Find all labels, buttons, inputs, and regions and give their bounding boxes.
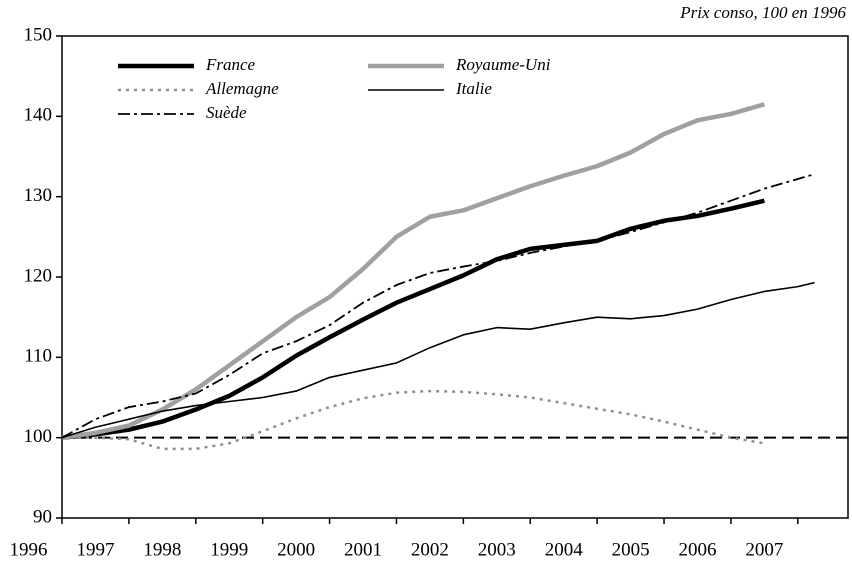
x-tick-label: 1998 <box>143 539 181 560</box>
legend-label: Allemagne <box>205 79 279 98</box>
x-tick-label: 2003 <box>478 539 516 560</box>
chart-subtitle: Prix conso, 100 en 1996 <box>679 3 846 22</box>
x-tick-label: 1997 <box>76 539 114 560</box>
x-tick-label: 2000 <box>277 539 315 560</box>
x-tick-label: 2002 <box>411 539 449 560</box>
y-tick-label: 90 <box>33 506 52 527</box>
y-tick-label: 120 <box>24 265 53 286</box>
x-tick-label: 2004 <box>545 539 584 560</box>
series-line <box>61 281 815 439</box>
y-tick-label: 130 <box>24 185 53 206</box>
series-line <box>61 173 815 439</box>
y-tick-label: 110 <box>24 346 52 367</box>
legend-label: Suède <box>206 103 247 122</box>
y-tick-label: 150 <box>24 24 53 45</box>
x-tick-label: 2001 <box>344 539 382 560</box>
x-tick-label: 2006 <box>678 539 716 560</box>
x-tick-label: 2005 <box>612 539 650 560</box>
series-line <box>61 198 765 440</box>
legend-label: Royaume-Uni <box>455 55 551 74</box>
y-tick-label: 100 <box>24 426 53 447</box>
x-tick-label: 2007 <box>745 539 783 560</box>
legend-label: France <box>205 55 256 74</box>
y-tick-label: 140 <box>24 105 53 126</box>
x-tick-label: 1999 <box>210 539 248 560</box>
series-line <box>62 389 765 451</box>
series-line <box>61 102 766 440</box>
legend-label: Italie <box>455 79 492 98</box>
x-tick-label: 1996 <box>10 539 48 560</box>
